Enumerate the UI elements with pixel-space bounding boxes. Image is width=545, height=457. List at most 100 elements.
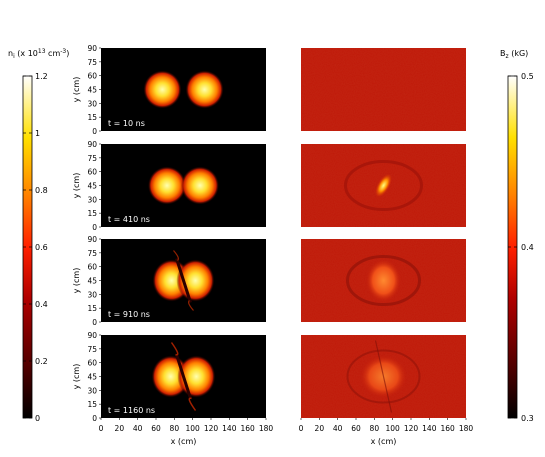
colorbar-tick-label: 0.4 [35,300,48,309]
y-tick-label: 15 [87,400,97,409]
colorbar-tick-label: 0.8 [35,186,48,195]
x-tick-label: 60 [351,424,361,433]
y-axis-label: y (cm) [72,364,81,390]
y-tick-label: 90 [87,140,97,149]
y-tick-label: 30 [87,386,97,395]
y-tick-label: 75 [87,154,97,163]
y-tick-label: 60 [87,359,97,368]
outflow-jet [188,300,194,311]
field-panel [301,335,466,418]
current-sheet [175,258,192,303]
y-axis-label: y (cm) [72,77,81,103]
time-label: t = 1160 ns [108,406,155,415]
y-tick-label: 45 [87,182,97,191]
x-tick-label: 20 [315,424,325,433]
plasma-blob-right [181,166,219,205]
x-tick-label: 0 [299,424,304,433]
x-tick-label: 40 [333,424,343,433]
plasma-blob-left [143,70,182,109]
density-x-axis: 0 20 40 60 80 100 120 140 160 180 x (cm) [99,418,274,446]
y-axis-label: y (cm) [72,268,81,294]
x-tick-label: 120 [404,424,419,433]
x-tick-label: 20 [115,424,125,433]
field-panel [301,48,466,131]
outflow-jet [188,397,197,411]
x-tick-label: 40 [133,424,143,433]
field-panel [301,144,466,227]
y-tick-label: 15 [87,113,97,122]
field-ring [346,255,421,306]
y-tick-label: 75 [87,345,97,354]
x-tick-label: 80 [170,424,180,433]
y-tick-label: 90 [87,331,97,340]
field-panel [301,239,466,322]
density-panel: t = 10 ns 0 15 30 45 60 75 90 y (cm) [72,44,266,136]
y-tick-label: 75 [87,249,97,258]
field-ring [344,160,423,211]
field-colorbar: Bz (kG) 0.3 0.4 0.5 [500,49,534,423]
density-colorbar: ni (x 1013 cm-3) 0 0.2 0.4 0.6 0.8 1 1.2 [8,48,69,423]
y-tick-label: 45 [87,86,97,95]
plasma-blob-left [148,166,186,205]
y-tick-label: 60 [87,263,97,272]
x-tick-label: 120 [204,424,219,433]
x-tick-label: 140 [422,424,437,433]
field-ring [346,349,421,404]
x-tick-label: 160 [441,424,456,433]
density-panel: t = 410 ns 0 15 30 45 60 75 90 y (cm) [72,140,266,232]
y-tick-label: 90 [87,44,97,53]
y-tick-label: 30 [87,99,97,108]
x-tick-label: 140 [222,424,237,433]
colorbar-tick-label: 1 [35,129,40,138]
x-tick-label: 0 [99,424,104,433]
colorbar-tick-label: 0.2 [35,357,48,366]
y-tick-label: 15 [87,304,97,313]
colorbar-tick-label: 0 [35,414,40,423]
x-tick-label: 60 [151,424,161,433]
colorbar-tick-label: 0.6 [35,243,48,252]
y-tick-label: 45 [87,277,97,286]
field-compression [375,173,392,198]
x-tick-label: 180 [259,424,274,433]
current-sheet [175,354,192,399]
colorbar-tick-label: 0.5 [521,72,534,81]
y-tick-label: 75 [87,58,97,67]
y-tick-label: 0 [92,414,97,423]
y-tick-label: 60 [87,168,97,177]
x-tick-label: 160 [241,424,256,433]
x-tick-label: 100 [186,424,201,433]
colorbar-tick-label: 1.2 [35,72,48,81]
plasma-blob-right [185,70,224,109]
y-tick-label: 30 [87,195,97,204]
time-label: t = 410 ns [108,215,150,224]
y-tick-label: 0 [92,223,97,232]
field-colorbar-label: Bz (kG) [500,49,528,60]
outflow-jet [173,250,179,261]
y-tick-label: 0 [92,127,97,136]
x-tick-label: 80 [370,424,380,433]
field-current-sheet [374,340,393,413]
x-tick-label: 180 [459,424,474,433]
y-tick-label: 90 [87,235,97,244]
x-axis-label: x (cm) [171,437,197,446]
density-panel: t = 910 ns 0 15 30 45 60 75 90 y (cm) [72,235,266,327]
y-axis-label: y (cm) [72,173,81,199]
time-label: t = 10 ns [108,119,145,128]
y-tick-label: 0 [92,318,97,327]
field-noise [301,48,466,131]
colorbar-tick-label: 0.3 [521,414,534,423]
density-background [101,48,266,131]
outflow-jet [170,342,179,356]
field-compression [365,258,402,303]
y-tick-label: 15 [87,209,97,218]
density-colorbar-label: ni (x 1013 cm-3) [8,48,69,60]
field-x-axis: 0 20 40 60 80 100 120 140 160 180 x (cm) [299,418,474,446]
y-tick-label: 60 [87,72,97,81]
density-panel: t = 1160 ns 0 15 30 45 60 75 90 y (cm) [72,331,266,423]
colorbar-tick-label: 0.4 [521,243,534,252]
y-tick-label: 45 [87,373,97,382]
x-axis-label: x (cm) [371,437,397,446]
x-tick-label: 100 [386,424,401,433]
y-tick-label: 30 [87,290,97,299]
